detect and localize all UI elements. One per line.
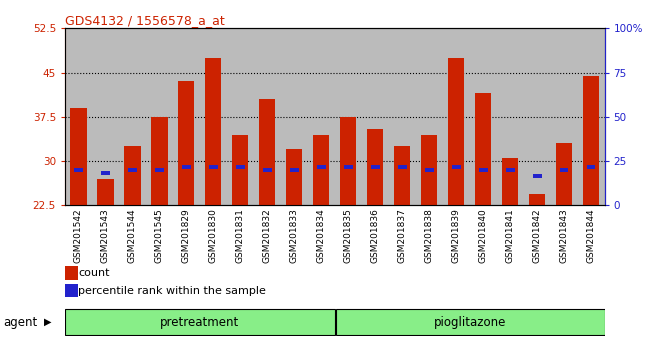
Bar xyxy=(335,28,361,205)
Bar xyxy=(124,146,140,205)
Bar xyxy=(560,168,569,172)
Bar xyxy=(452,165,461,169)
Bar xyxy=(317,165,326,169)
Text: agent: agent xyxy=(3,316,38,329)
Bar xyxy=(308,28,335,205)
Bar xyxy=(470,28,497,205)
Bar xyxy=(128,168,137,172)
Bar xyxy=(70,108,86,205)
Bar xyxy=(227,28,254,205)
Bar xyxy=(259,99,276,205)
Bar xyxy=(232,135,248,205)
Bar xyxy=(475,93,491,205)
Bar xyxy=(155,168,164,172)
Bar xyxy=(209,165,218,169)
Bar xyxy=(478,168,488,172)
Bar xyxy=(119,28,146,205)
Text: GDS4132 / 1556578_a_at: GDS4132 / 1556578_a_at xyxy=(65,14,225,27)
Bar xyxy=(502,158,518,205)
Bar xyxy=(286,149,302,205)
Bar xyxy=(340,117,356,205)
Bar xyxy=(361,28,389,205)
Bar xyxy=(577,28,605,205)
Bar xyxy=(74,168,83,172)
Bar xyxy=(236,165,245,169)
Bar xyxy=(146,28,173,205)
Bar xyxy=(424,168,434,172)
Bar xyxy=(98,179,114,205)
Bar xyxy=(178,81,194,205)
Bar xyxy=(583,75,599,205)
Bar xyxy=(281,28,308,205)
Bar xyxy=(556,143,572,205)
Bar xyxy=(416,28,443,205)
Bar xyxy=(506,168,515,172)
Bar xyxy=(101,171,110,175)
Text: percentile rank within the sample: percentile rank within the sample xyxy=(79,286,266,296)
Bar xyxy=(92,28,119,205)
Bar xyxy=(151,117,168,205)
Bar xyxy=(65,266,78,280)
Bar xyxy=(370,165,380,169)
Bar xyxy=(389,28,416,205)
Text: pioglitazone: pioglitazone xyxy=(434,316,506,329)
Bar xyxy=(182,165,191,169)
Bar xyxy=(529,194,545,205)
Bar xyxy=(313,135,330,205)
Bar xyxy=(532,174,541,178)
Bar xyxy=(65,309,335,335)
Bar xyxy=(254,28,281,205)
Bar xyxy=(336,309,604,335)
Bar xyxy=(398,165,407,169)
Text: count: count xyxy=(79,268,110,278)
Bar xyxy=(173,28,200,205)
Bar xyxy=(263,168,272,172)
Bar xyxy=(290,168,299,172)
Bar xyxy=(205,58,222,205)
Bar xyxy=(65,28,92,205)
Bar xyxy=(524,28,551,205)
Bar xyxy=(65,284,78,297)
Bar xyxy=(497,28,524,205)
Bar xyxy=(448,58,464,205)
Bar xyxy=(394,146,410,205)
Text: pretreatment: pretreatment xyxy=(161,316,239,329)
Bar xyxy=(200,28,227,205)
Bar xyxy=(367,129,383,205)
Bar xyxy=(586,165,595,169)
Bar xyxy=(344,165,353,169)
Bar xyxy=(421,135,437,205)
Bar xyxy=(443,28,470,205)
Bar xyxy=(551,28,577,205)
Text: ▶: ▶ xyxy=(44,317,51,327)
